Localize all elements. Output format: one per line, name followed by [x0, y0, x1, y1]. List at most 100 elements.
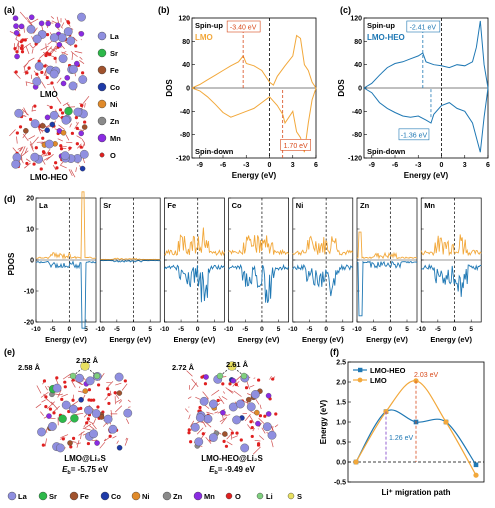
bond	[84, 103, 86, 108]
bond	[229, 428, 233, 432]
eb-subscript: b	[214, 470, 218, 476]
bond	[9, 129, 16, 137]
left-distance-1: 2.58 Å	[18, 363, 41, 372]
la-atom	[232, 415, 242, 425]
panel-b: (b) 120 80 40 0 -40 -80 -120 -9 -6 -3 0 3 6 Energy (e…	[158, 5, 318, 180]
element-label: Sr	[103, 201, 111, 210]
la-atom	[114, 372, 124, 382]
bond	[40, 45, 49, 51]
oxygen-atom	[86, 441, 91, 446]
bond	[219, 417, 227, 422]
oxygen-atom	[19, 46, 24, 50]
la-atom	[63, 27, 73, 37]
bond	[17, 147, 23, 150]
panel-e: (e) 2.58 Å 2.52 Å 2.72 Å 2.61 Å LMO@Li₂S…	[4, 347, 302, 501]
metal-atom	[222, 431, 228, 437]
x-tick-label: 3	[291, 162, 295, 169]
legend-marker-ni	[131, 491, 141, 501]
la-atom	[103, 414, 113, 424]
bond	[187, 396, 192, 399]
bond	[253, 377, 256, 379]
bond	[52, 86, 56, 92]
oxygen-atom	[55, 166, 59, 170]
legend-label-fe: Fe	[80, 492, 89, 501]
y-tick-label: -80	[352, 132, 362, 139]
li-s-bond	[219, 365, 233, 377]
migration-plot: 2.5 2.0 1.5 1.0 0.5 0.0 -0.5 Energy (eV) Li⁺ mig…	[319, 360, 485, 497]
la-atom	[52, 383, 62, 393]
bond	[79, 56, 83, 60]
panel-f: (f) 2.5 2.0 1.5 1.0 0.5 0.0 -0.5 Energy (eV) Li⁺…	[319, 347, 485, 497]
x-tick-label: -9	[197, 162, 203, 169]
x-tick-label: -9	[369, 162, 375, 169]
bond	[50, 16, 55, 19]
y-tick-label: -120	[348, 156, 362, 163]
y-tick-label: 0.0	[336, 460, 346, 467]
oxygen-atom	[48, 407, 53, 411]
oxygen-atom	[89, 398, 93, 402]
la-atom	[30, 152, 40, 162]
la-atom	[47, 422, 57, 431]
bond	[41, 399, 46, 403]
oxygen-atom	[86, 417, 90, 421]
oxygen-atom	[45, 75, 49, 80]
y-tick-label: 2.0	[336, 380, 346, 387]
x-tick-label: -5	[114, 326, 120, 333]
bond	[15, 41, 19, 50]
oxygen-atom	[234, 382, 238, 387]
bond	[206, 411, 214, 415]
bond	[80, 432, 82, 440]
la-atom	[57, 33, 67, 43]
x-tick-label: -5	[242, 326, 248, 333]
oxygen-atom	[67, 21, 71, 25]
sulfur-atom	[227, 361, 237, 371]
legend-label-lmo-heo: LMO-HEO	[370, 366, 406, 375]
bond	[54, 393, 60, 396]
bond	[46, 49, 54, 56]
bond	[235, 375, 242, 381]
bond	[23, 107, 28, 116]
element-label: Zn	[360, 201, 370, 210]
bond	[19, 11, 28, 20]
oxygen-atom	[44, 395, 48, 399]
la-atom	[69, 64, 78, 74]
oxygen-atom	[59, 147, 64, 151]
right-eb-value: = -9.49 eV	[218, 465, 256, 474]
bond	[58, 124, 65, 130]
bond	[225, 387, 234, 394]
right-structure-label: LMO-HEO@Li₂S	[201, 454, 263, 463]
la-atom	[123, 408, 133, 418]
oxygen-atom	[235, 431, 239, 435]
bond	[61, 51, 68, 56]
y-tick-label: -10	[24, 289, 34, 296]
x-tick-label: 0	[440, 162, 444, 169]
bond	[24, 67, 27, 76]
y-tick-label: -40	[352, 109, 362, 116]
x-tick-label: -10	[31, 326, 41, 333]
bond	[103, 438, 107, 442]
bond	[127, 399, 131, 403]
y-tick-label: 120	[178, 16, 190, 23]
bond	[205, 436, 212, 444]
pdos-spin-up	[164, 227, 225, 257]
bond	[21, 108, 29, 116]
bond	[75, 412, 84, 415]
x-tick-label: 0	[260, 326, 264, 333]
la-atom	[11, 159, 21, 169]
la-atom	[49, 110, 59, 120]
bond	[57, 138, 63, 142]
bond	[18, 147, 23, 152]
x-tick-label: 0	[389, 326, 393, 333]
bond	[222, 391, 226, 394]
panel-c-label: (c)	[340, 5, 351, 15]
metal-atom	[64, 75, 71, 81]
pdos-spin-down	[356, 260, 418, 317]
lmo-li2s-structure	[35, 361, 133, 453]
legend-marker-sr	[38, 491, 48, 501]
x-tick-label: 5	[469, 326, 473, 333]
bond	[41, 81, 46, 89]
oxygen-atom	[35, 72, 39, 76]
metal-atom	[55, 22, 61, 29]
legend-marker-o	[225, 492, 233, 500]
oxygen-atom	[60, 397, 64, 401]
